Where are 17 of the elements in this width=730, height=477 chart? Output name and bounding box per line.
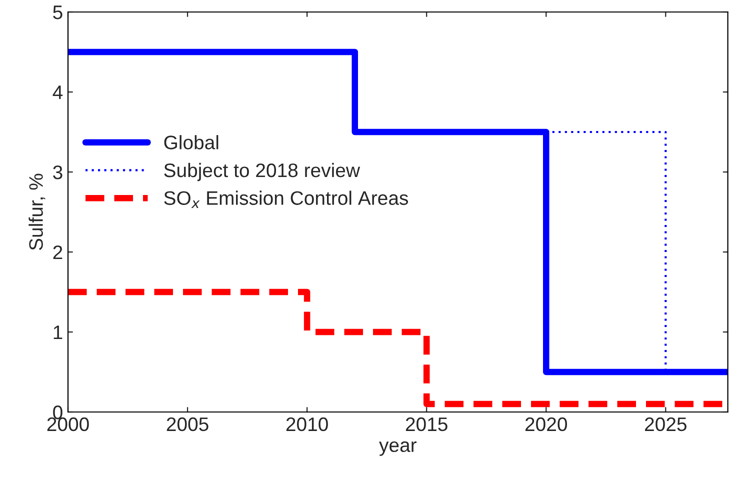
x-tick-label: 2005 (166, 417, 208, 432)
y-tick-label: 2 (53, 245, 62, 260)
x-axis-title: year (379, 441, 416, 456)
x-tick-label: 2025 (645, 417, 686, 432)
x-tick-label: 2010 (286, 417, 328, 432)
legend-label: Subject to 2018 review (164, 162, 360, 182)
legend-label: Global (164, 135, 218, 150)
y-tick-label: 4 (52, 86, 63, 100)
y-tick-label: 5 (53, 6, 62, 20)
y-tick-label: 3 (53, 165, 62, 180)
y-tick-label: 1 (54, 326, 62, 340)
x-tick-label: 2015 (406, 417, 448, 432)
y-axis-title: Sulfur, % (28, 174, 46, 250)
x-tick-label: 2000 (47, 417, 89, 432)
y-tick-label: 0 (53, 405, 62, 420)
legend-label: SO$_{x}$ Emission Control Areas (164, 190, 408, 208)
x-tick-label: 2020 (525, 417, 567, 432)
